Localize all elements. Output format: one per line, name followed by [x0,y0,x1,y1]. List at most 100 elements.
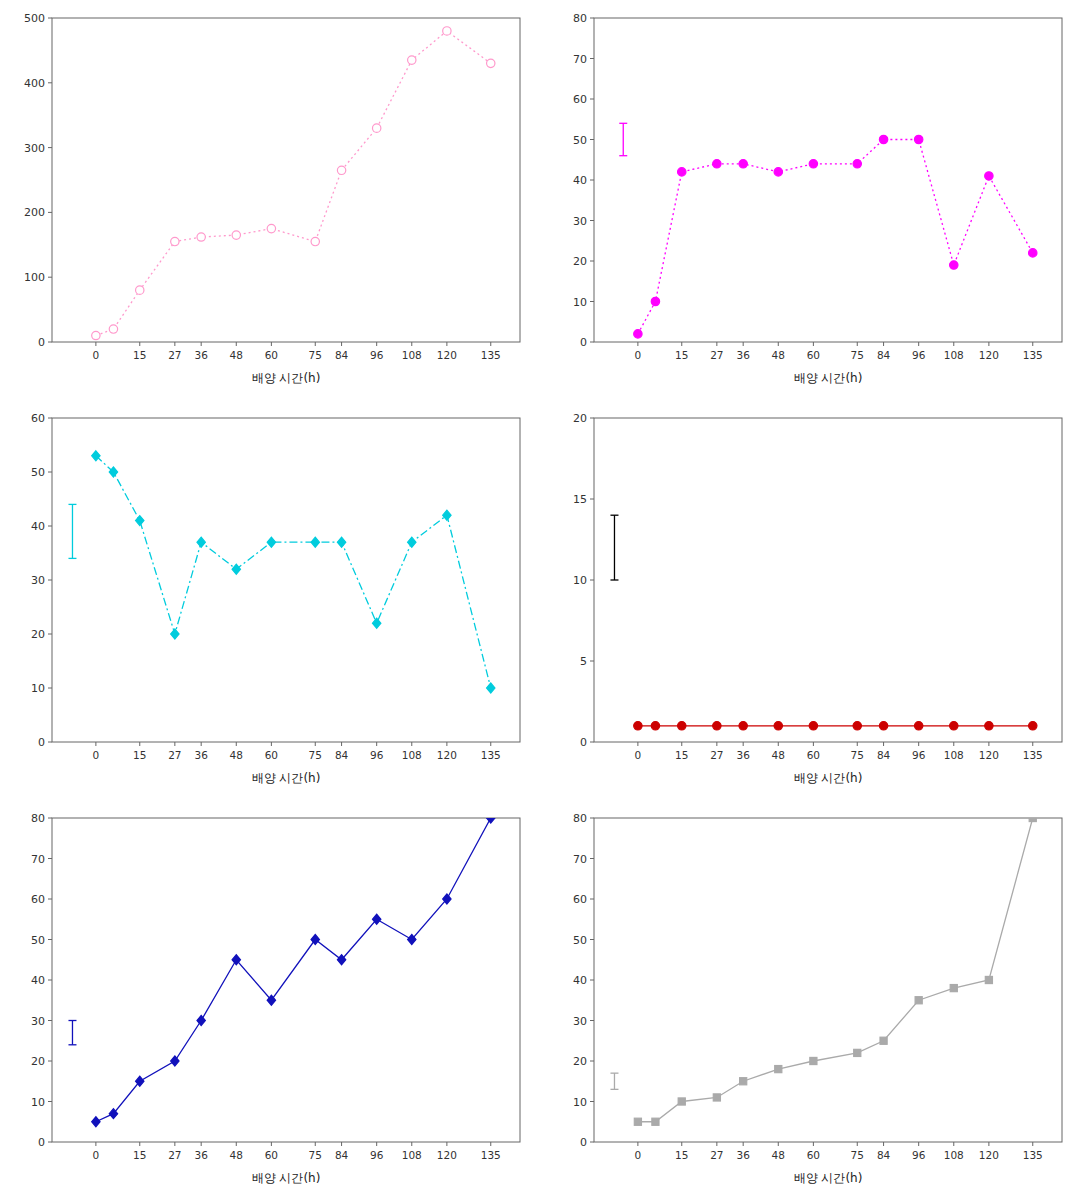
data-point [487,818,495,823]
x-tick [681,1142,682,1146]
plot-area [610,515,1036,730]
y-tick [590,342,594,343]
x-tick-label: 60 [265,1149,278,1161]
error-bar-cap [68,504,76,505]
y-tick [590,858,594,859]
data-point [651,297,659,305]
x-tick [637,742,638,746]
x-tick-label: 84 [335,1149,349,1161]
y-tick-label: 15 [573,493,587,506]
data-point [337,166,345,174]
x-axis-label: 배양 시간(h) [252,371,321,385]
x-tick [201,742,202,746]
x-tick-label: 75 [309,1149,322,1161]
data-point [713,1094,720,1101]
x-tick-label: 48 [230,1149,243,1161]
data-point [853,722,861,730]
data-point [879,135,887,143]
x-tick-label: 0 [93,1149,100,1161]
y-tick-label: 40 [573,174,587,187]
y-tick-label: 40 [573,974,587,987]
x-tick [341,342,342,346]
x-tick-label: 120 [979,349,999,361]
data-point [109,325,117,333]
error-bar-cap [68,1020,76,1021]
y-tick-label: 80 [31,812,45,825]
x-tick [411,1142,412,1146]
y-tick [590,261,594,262]
y-tick-label: 60 [31,412,45,425]
series-line [638,818,1033,1122]
y-tick-label: 80 [573,12,587,25]
x-axis-label: 배양 시간(h) [794,771,863,785]
x-tick-label: 75 [851,349,864,361]
x-tick [988,342,989,346]
y-tick [590,58,594,59]
x-tick-label: 108 [402,749,422,761]
y-tick-label: 50 [573,934,587,947]
data-point [809,722,817,730]
x-tick-label: 36 [736,349,750,361]
data-point [232,231,240,239]
x-tick [778,342,779,346]
x-tick [315,1142,316,1146]
x-axis-label: 배양 시간(h) [252,771,321,785]
y-tick-label: 0 [580,736,587,749]
x-tick [883,342,884,346]
x-tick-label: 84 [877,1149,891,1161]
data-point [880,1037,887,1044]
error-bar-cap [610,1089,618,1090]
data-point [232,955,240,965]
x-tick-label: 96 [370,349,384,361]
data-point [443,27,451,35]
data-point [232,564,240,574]
x-tick-label: 84 [335,349,349,361]
y-tick-label: 70 [573,53,587,66]
error-bar-cap [610,579,618,580]
error-bar-cap [610,1073,618,1074]
data-point [311,237,319,245]
error-bar-stem [72,504,73,558]
data-point [136,286,144,294]
data-point [337,955,345,965]
x-tick [271,1142,272,1146]
data-point [1029,722,1037,730]
plot-frame [594,818,1062,1142]
data-point [337,537,345,547]
error-bar-cap [68,1044,76,1045]
x-tick [139,342,140,346]
x-tick-label: 120 [437,1149,457,1161]
y-tick-label: 70 [573,853,587,866]
x-tick [201,1142,202,1146]
x-tick-label: 27 [168,349,181,361]
x-tick-label: 135 [1023,349,1043,361]
x-tick-label: 135 [1023,1149,1043,1161]
x-tick-label: 0 [93,749,100,761]
x-tick [953,342,954,346]
x-tick-label: 135 [481,349,501,361]
data-point [109,467,117,477]
x-tick [411,742,412,746]
y-tick [48,342,52,343]
y-tick [48,472,52,473]
x-tick [918,342,919,346]
y-tick [590,818,594,819]
x-tick [490,742,491,746]
data-point [950,261,958,269]
y-tick [590,220,594,221]
x-tick-label: 0 [635,1149,642,1161]
x-tick [174,1142,175,1146]
data-point [634,1118,641,1125]
x-tick-label: 108 [944,749,964,761]
y-tick [590,18,594,19]
x-tick-label: 36 [736,749,750,761]
x-tick [681,742,682,746]
y-tick-label: 10 [573,296,587,309]
x-tick [681,342,682,346]
x-tick [236,342,237,346]
x-tick [139,742,140,746]
x-tick-label: 84 [877,749,891,761]
data-point [651,722,659,730]
x-tick [271,342,272,346]
x-tick-label: 60 [807,1149,820,1161]
